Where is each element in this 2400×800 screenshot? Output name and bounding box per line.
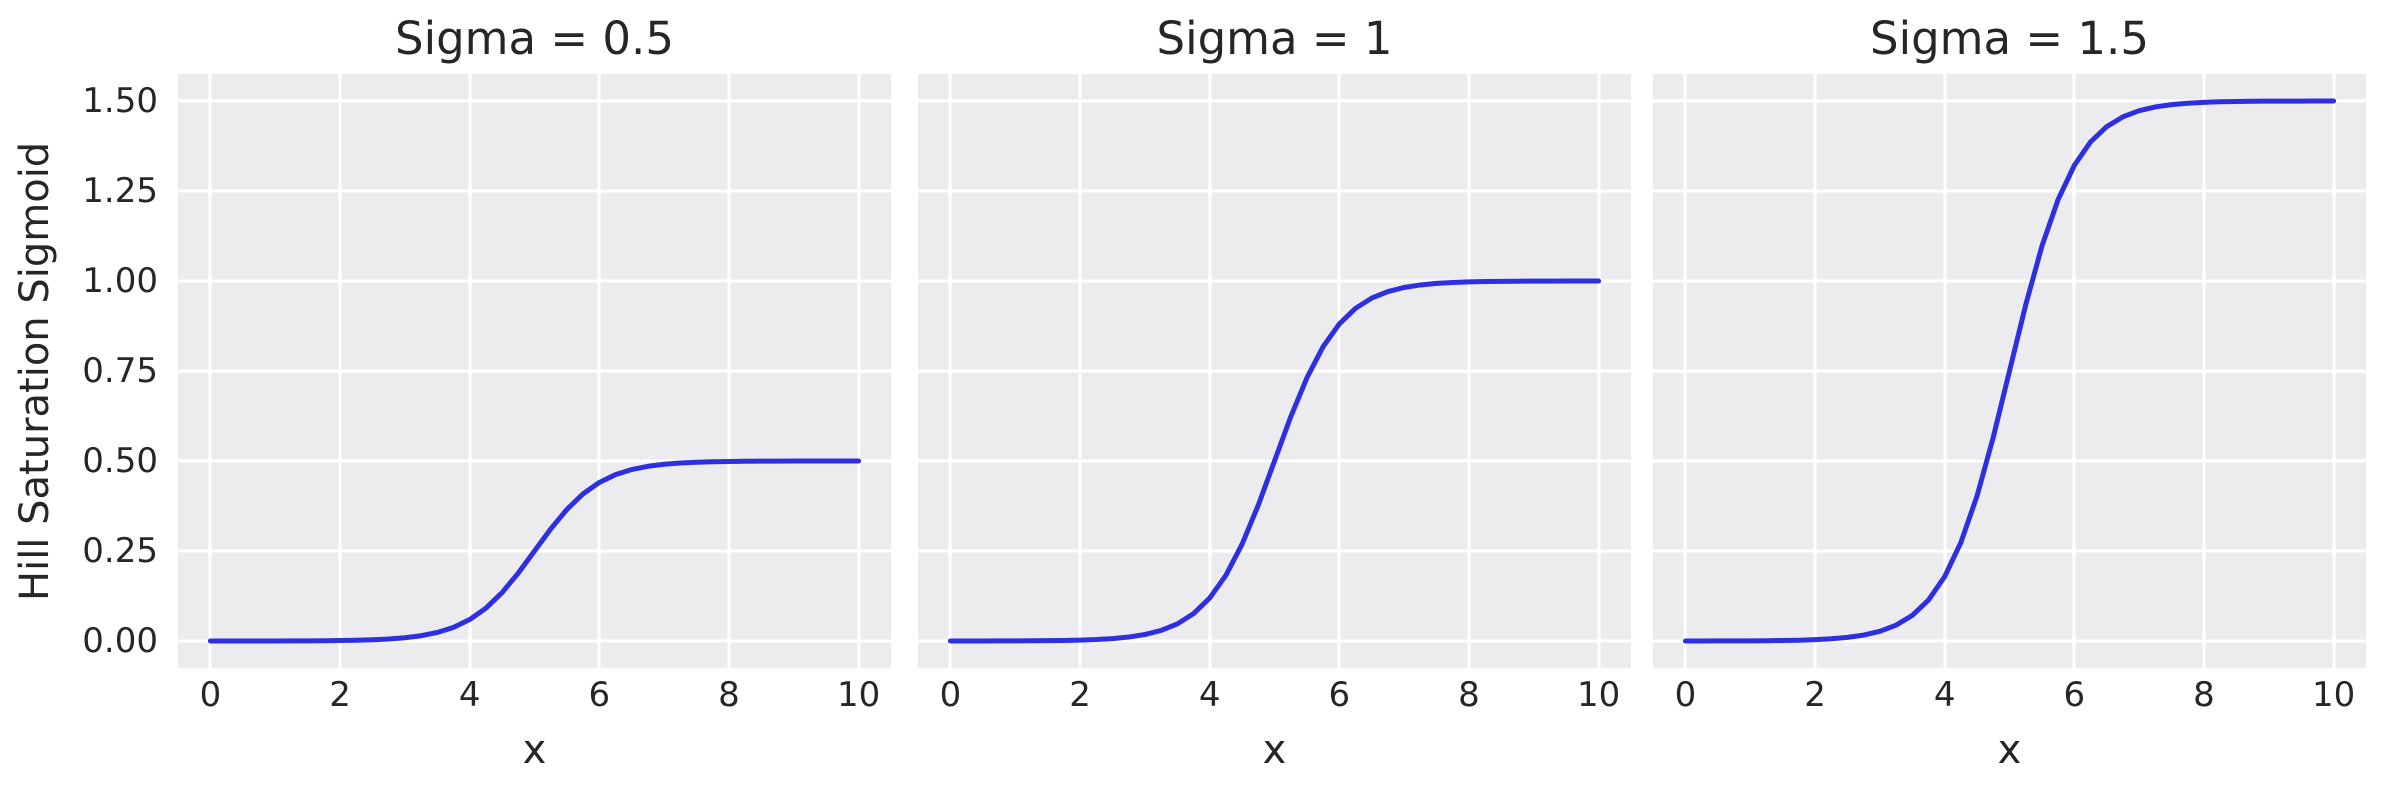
x-tick-label: 8	[1458, 675, 1480, 715]
gridline-horizontal	[918, 279, 1631, 283]
x-axis-label: x	[1997, 727, 2022, 773]
curve-canvas	[1682, 98, 2337, 644]
gridline-horizontal	[178, 459, 891, 463]
sigmoid-curve	[207, 458, 862, 644]
x-axis-label: x	[522, 727, 547, 773]
x-tick-label: 6	[1328, 675, 1351, 715]
plot-area	[178, 74, 891, 668]
gridline-vertical	[1467, 74, 1471, 668]
x-tick-label: 2	[329, 675, 351, 715]
subplot-1: Sigma = 0.5 0 2 4 6 8 10 x	[178, 0, 891, 800]
x-tick-label: 6	[588, 675, 611, 715]
x-tick-label: 0	[199, 675, 222, 715]
x-axis-label: x	[1262, 727, 1287, 773]
subplot-title: Sigma = 1	[1156, 12, 1393, 65]
gridline-vertical	[1208, 74, 1212, 668]
y-tick-label: 0.00	[82, 621, 158, 661]
subplot-3: Sigma = 1.5 0 2 4 6 8 10 x	[1653, 0, 2366, 800]
plot-area	[1653, 74, 2366, 668]
gridline-vertical	[948, 74, 952, 668]
plot-area	[918, 74, 1631, 668]
curve-canvas	[207, 458, 862, 644]
x-tick-label: 0	[1674, 675, 1697, 715]
x-tick-label: 2	[1804, 675, 1826, 715]
gridline-horizontal	[1653, 459, 2366, 463]
subplot-title: Sigma = 0.5	[395, 12, 674, 65]
gridline-horizontal	[918, 639, 1631, 643]
gridline-horizontal	[918, 369, 1631, 373]
gridline-vertical	[1813, 74, 1817, 668]
x-tick-label: 4	[1933, 675, 1956, 715]
x-tick-label: 6	[2063, 675, 2086, 715]
y-tick-label: 1.50	[82, 81, 158, 121]
x-tick-label: 10	[1576, 675, 1621, 715]
gridline-vertical	[597, 74, 601, 668]
x-tick-label: 8	[2193, 675, 2215, 715]
gridline-horizontal	[1653, 99, 2366, 103]
gridline-horizontal	[178, 369, 891, 373]
gridline-horizontal	[918, 189, 1631, 193]
x-tick-label: 0	[939, 675, 962, 715]
gridline-vertical	[1943, 74, 1947, 668]
gridline-horizontal	[178, 639, 891, 643]
gridline-vertical	[2202, 74, 2206, 668]
gridline-vertical	[2332, 74, 2336, 668]
gridline-horizontal	[1653, 279, 2366, 283]
y-tick-label: 0.50	[82, 441, 158, 481]
x-tick-label: 10	[836, 675, 881, 715]
sigmoid-curve	[1682, 98, 2337, 644]
gridline-vertical	[1597, 74, 1601, 668]
gridline-vertical	[1683, 74, 1687, 668]
gridline-vertical	[468, 74, 472, 668]
gridline-vertical	[857, 74, 861, 668]
gridline-vertical	[1078, 74, 1082, 668]
gridline-horizontal	[178, 279, 891, 283]
curve-canvas	[947, 278, 1602, 644]
x-tick-label: 2	[1069, 675, 1091, 715]
y-tick-label: 0.75	[82, 351, 158, 391]
subplot-2: Sigma = 1 0 2 4 6 8 10 x	[918, 0, 1631, 800]
gridline-horizontal	[918, 99, 1631, 103]
sigmoid-curve	[947, 278, 1602, 644]
gridline-horizontal	[1653, 549, 2366, 553]
gridline-horizontal	[1653, 189, 2366, 193]
gridline-vertical	[2072, 74, 2076, 668]
subplot-title: Sigma = 1.5	[1870, 12, 2149, 65]
gridline-horizontal	[178, 99, 891, 103]
y-tick-label: 0.25	[82, 531, 158, 571]
x-tick-label: 10	[2311, 675, 2356, 715]
gridline-horizontal	[918, 549, 1631, 553]
gridline-horizontal	[1653, 639, 2366, 643]
x-tick-label: 8	[718, 675, 740, 715]
gridline-vertical	[208, 74, 212, 668]
gridline-horizontal	[178, 189, 891, 193]
y-tick-label: 1.25	[82, 171, 158, 211]
gridline-vertical	[727, 74, 731, 668]
gridline-vertical	[1337, 74, 1341, 668]
gridline-vertical	[338, 74, 342, 668]
x-tick-label: 4	[458, 675, 481, 715]
x-tick-label: 4	[1198, 675, 1221, 715]
y-tick-label: 1.00	[82, 261, 158, 301]
